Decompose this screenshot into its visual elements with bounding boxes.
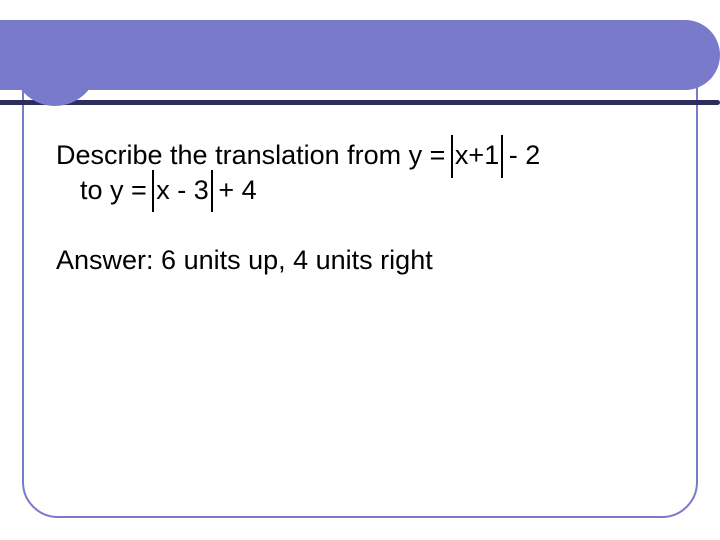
header-underline (0, 100, 720, 105)
slide-frame (22, 48, 698, 518)
abs-value-1: x+1 (453, 138, 501, 173)
answer-text: Answer: 6 units up, 4 units right (56, 243, 672, 278)
question-prefix: Describe the translation from y = (56, 140, 453, 170)
answer-label: Answer: (56, 245, 161, 275)
abs-value-2: x - 3 (154, 173, 211, 208)
answer-value: 6 units up, 4 units right (161, 245, 433, 275)
slide-content: Describe the translation from y = x+1 - … (56, 138, 672, 278)
question-line2-prefix: to y = (80, 175, 154, 205)
question-mid1: - 2 (501, 140, 540, 170)
question-mid2: + 4 (211, 175, 257, 205)
corner-circle-icon (12, 20, 98, 106)
header-band (0, 20, 720, 90)
question-text: Describe the translation from y = x+1 - … (56, 138, 672, 207)
